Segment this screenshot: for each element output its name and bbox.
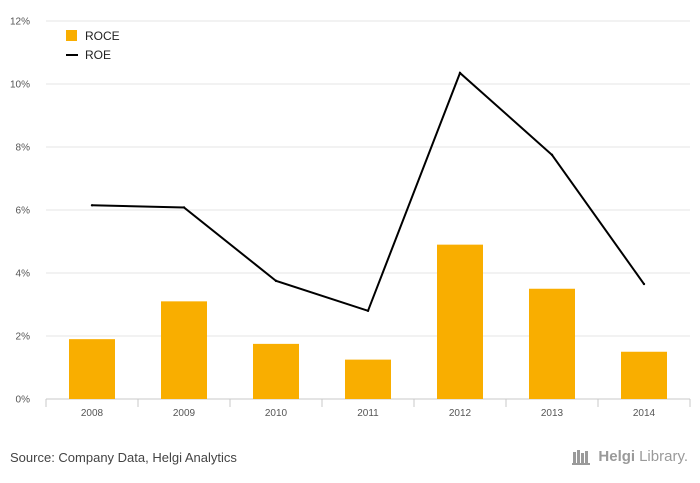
bar-roce-2009 [161, 301, 207, 399]
brand-name-part2: Library. [639, 448, 688, 465]
y-tick-label: 12% [10, 17, 30, 28]
y-tick-label: 0% [16, 395, 31, 406]
point-roe-2012 [458, 71, 462, 75]
x-tick-label: 2010 [265, 408, 288, 419]
bar-roce-2010 [253, 343, 299, 399]
x-tick-label: 2012 [449, 408, 472, 419]
bar-roce-2013 [529, 288, 575, 399]
legend-swatch-roce [66, 30, 77, 41]
legend-label-roe: ROE [85, 48, 111, 62]
point-roe-2013 [550, 153, 554, 157]
bar-roce-2008 [69, 339, 115, 399]
legend-label-roce: ROCE [85, 29, 120, 43]
point-roe-2011 [366, 309, 370, 312]
point-roe-2010 [274, 279, 278, 283]
bar-roce-2012 [437, 244, 483, 399]
bar-roce-2014 [621, 351, 667, 399]
x-tick-label: 2011 [357, 408, 379, 419]
brand-logo: Helgi Library. [572, 448, 688, 465]
x-tick-label: 2008 [81, 408, 104, 419]
brand-name-part1: Helgi [598, 448, 636, 465]
x-tick-label: 2009 [173, 408, 196, 419]
line-roe [91, 71, 645, 313]
source-note: Source: Company Data, Helgi Analytics [10, 450, 237, 465]
y-tick-label: 2% [16, 332, 31, 343]
point-roe-2009 [182, 206, 186, 209]
point-roe-2008 [90, 204, 94, 207]
y-tick-label: 8% [16, 143, 31, 154]
bar-roce-2011 [345, 359, 391, 399]
point-roe-2014 [642, 282, 646, 286]
y-tick-label: 4% [16, 269, 31, 280]
x-tick-label: 2013 [541, 408, 564, 419]
x-tick-label: 2014 [633, 408, 656, 419]
bookshelf-icon [572, 449, 591, 465]
y-tick-label: 6% [16, 206, 31, 217]
y-tick-label: 10% [10, 80, 30, 91]
